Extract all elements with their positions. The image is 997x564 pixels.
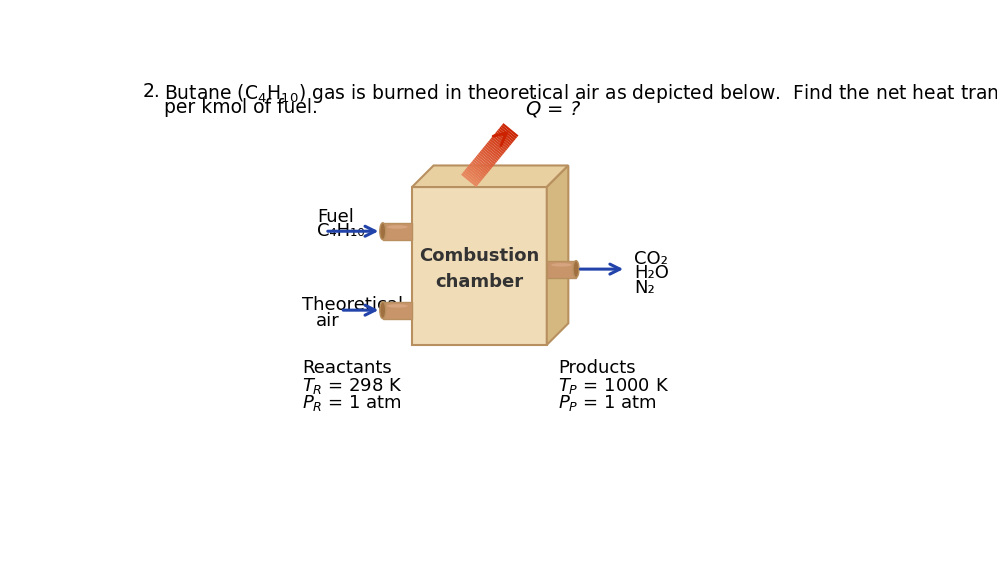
Text: $P_P$ = 1 atm: $P_P$ = 1 atm <box>558 393 657 413</box>
Text: per kmol of fuel.: per kmol of fuel. <box>165 99 318 117</box>
Ellipse shape <box>380 302 386 319</box>
Text: H₂O: H₂O <box>634 265 669 283</box>
Ellipse shape <box>573 261 579 277</box>
Polygon shape <box>546 165 568 345</box>
Bar <box>546 261 576 277</box>
Text: Butane (C$_4$H$_{10}$) gas is burned in theoretical air as depicted below.  Find: Butane (C$_4$H$_{10}$) gas is burned in … <box>165 82 997 104</box>
Bar <box>383 302 412 319</box>
Text: CO₂: CO₂ <box>634 250 668 268</box>
Text: Theoretical: Theoretical <box>302 296 403 314</box>
Ellipse shape <box>387 225 408 228</box>
Bar <box>383 223 412 240</box>
Text: 2.: 2. <box>143 82 161 100</box>
Text: Fuel: Fuel <box>317 208 354 226</box>
Text: C₄H₁₀: C₄H₁₀ <box>317 222 365 240</box>
Ellipse shape <box>551 263 571 267</box>
Text: $T_P$ = 1000 K: $T_P$ = 1000 K <box>558 376 670 396</box>
Polygon shape <box>412 165 568 187</box>
Text: Products: Products <box>558 359 636 377</box>
Ellipse shape <box>380 223 386 240</box>
Text: $P_R$ = 1 atm: $P_R$ = 1 atm <box>302 393 402 413</box>
Text: $\dot{Q}$ = ?: $\dot{Q}$ = ? <box>524 94 581 120</box>
Text: air: air <box>316 312 340 330</box>
Text: $T_R$ = 298 K: $T_R$ = 298 K <box>302 376 403 396</box>
Text: Combustion
chamber: Combustion chamber <box>420 247 539 292</box>
Ellipse shape <box>387 304 408 307</box>
Bar <box>412 187 546 345</box>
Text: N₂: N₂ <box>634 279 654 297</box>
Text: Reactants: Reactants <box>302 359 392 377</box>
